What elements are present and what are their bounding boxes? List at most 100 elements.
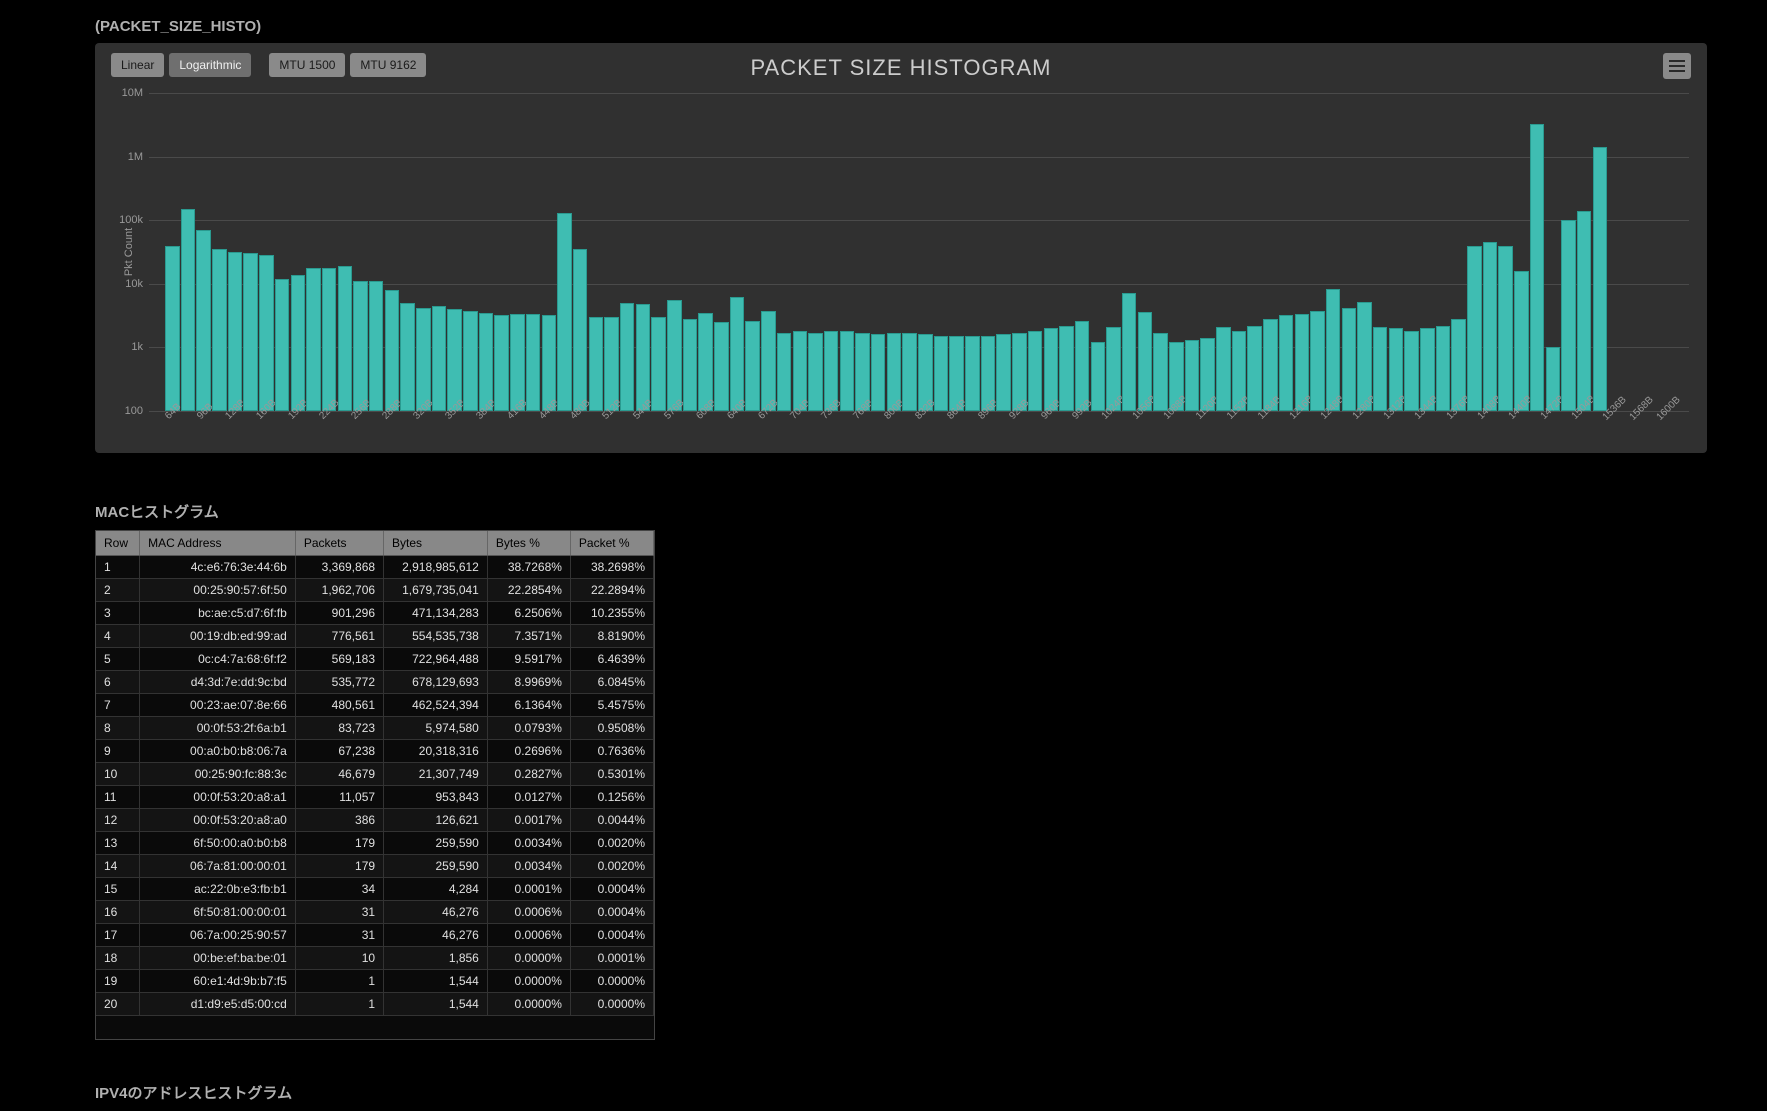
histogram-bar[interactable]: 288B — [385, 290, 400, 411]
histogram-bar[interactable]: 1408B — [1483, 242, 1498, 411]
histogram-bar[interactable] — [808, 333, 823, 411]
table-row[interactable]: 700:23:ae:07:8e:66480,561462,524,3946.13… — [96, 694, 654, 717]
histogram-bar[interactable] — [1247, 326, 1262, 411]
histogram-bar[interactable]: 1216B — [1295, 314, 1310, 411]
table-row[interactable]: 1100:0f:53:20:a8:a111,057953,8430.0127%0… — [96, 786, 654, 809]
histogram-bar[interactable] — [1436, 326, 1451, 411]
histogram-bar[interactable]: 640B — [730, 297, 745, 411]
table-row[interactable]: 1960:e1:4d:9b:b7:f511,5440.0000%0.0000% — [96, 970, 654, 993]
histogram-bar[interactable]: 544B — [636, 304, 651, 411]
mac-table-scroll[interactable]: RowMAC AddressPacketsBytesBytes %Packet … — [95, 530, 655, 1040]
histogram-bar[interactable]: 352B — [447, 309, 462, 411]
histogram-bar[interactable] — [1153, 333, 1168, 411]
table-header[interactable]: Packets — [295, 531, 383, 556]
histogram-bar[interactable] — [1059, 326, 1074, 411]
histogram-bar[interactable] — [526, 314, 541, 411]
table-row[interactable]: 50c:c4:7a:68:6f:f2569,183722,964,4889.59… — [96, 648, 654, 671]
histogram-bar[interactable] — [996, 334, 1011, 411]
table-row[interactable]: 15ac:22:0b:e3:fb:b1344,2840.0001%0.0004% — [96, 878, 654, 901]
table-header[interactable]: Packet % — [570, 531, 653, 556]
histogram-bar[interactable]: 896B — [981, 336, 996, 411]
table-row[interactable]: 900:a0:b0:b8:06:7a67,23820,318,3160.2696… — [96, 740, 654, 763]
table-row[interactable]: 14c:e6:76:3e:44:6b3,369,8682,918,985,612… — [96, 556, 654, 579]
table-row[interactable]: 136f:50:00:a0:b0:b8179259,5900.0034%0.00… — [96, 832, 654, 855]
histogram-bar[interactable] — [400, 303, 415, 411]
histogram-bar[interactable] — [1467, 246, 1482, 411]
histogram-bar[interactable] — [934, 336, 949, 411]
histogram-bar[interactable]: 192B — [291, 275, 306, 411]
histogram-bar[interactable] — [432, 306, 447, 411]
histogram-bar[interactable]: 1024B — [1106, 327, 1121, 411]
histogram-bar[interactable] — [589, 317, 604, 411]
histogram-bar[interactable]: 1056B — [1138, 312, 1153, 411]
histogram-bar[interactable]: 800B — [887, 333, 902, 411]
table-row[interactable]: 1800:be:ef:ba:be:01101,8560.0000%0.0001% — [96, 947, 654, 970]
mtu-9162-button[interactable]: MTU 9162 — [350, 53, 426, 77]
histogram-bar[interactable]: 1184B — [1263, 319, 1278, 411]
histogram-bar[interactable] — [557, 213, 572, 411]
histogram-bar[interactable]: 928B — [1012, 333, 1027, 411]
table-row[interactable]: 1200:0f:53:20:a8:a0386126,6210.0017%0.00… — [96, 809, 654, 832]
table-row[interactable]: 6d4:3d:7e:dd:9c:bd535,772678,129,6938.99… — [96, 671, 654, 694]
histogram-bar[interactable] — [840, 331, 855, 411]
histogram-bar[interactable] — [1373, 327, 1388, 411]
histogram-bar[interactable]: 768B — [855, 333, 870, 411]
histogram-bar[interactable]: 672B — [761, 311, 776, 411]
histogram-bar[interactable] — [1342, 308, 1357, 411]
table-row[interactable]: 1000:25:90:fc:88:3c46,67921,307,7490.282… — [96, 763, 654, 786]
histogram-bar[interactable] — [1216, 327, 1231, 411]
histogram-bar[interactable]: 320B — [416, 308, 431, 411]
histogram-bar[interactable] — [871, 334, 886, 411]
histogram-bar[interactable]: 960B — [1044, 328, 1059, 411]
histogram-bar[interactable]: 1376B — [1451, 319, 1466, 411]
histogram-bar[interactable]: 704B — [793, 331, 808, 411]
histogram-bar[interactable] — [369, 281, 384, 411]
histogram-bar[interactable]: 1088B — [1169, 342, 1184, 411]
histogram-bar[interactable] — [714, 322, 729, 411]
histogram-bar[interactable] — [1122, 293, 1137, 411]
histogram-bar[interactable]: 576B — [667, 300, 682, 411]
histogram-bar[interactable]: 64B — [165, 246, 180, 411]
histogram-bar[interactable] — [902, 333, 917, 411]
table-header[interactable]: Bytes — [384, 531, 488, 556]
histogram-bar[interactable] — [965, 336, 980, 411]
table-row[interactable]: 20d1:d9:e5:d5:00:cd11,5440.0000%0.0000% — [96, 993, 654, 1016]
table-row[interactable]: 166f:50:81:00:00:013146,2760.0006%0.0004… — [96, 901, 654, 924]
histogram-bar[interactable]: 1248B — [1326, 289, 1341, 411]
table-header[interactable]: Row — [96, 531, 140, 556]
histogram-bar[interactable]: 224B — [322, 268, 337, 411]
histogram-bar[interactable] — [338, 266, 353, 411]
histogram-bar[interactable] — [683, 319, 698, 411]
table-row[interactable]: 400:19:db:ed:99:ad776,561554,535,7387.35… — [96, 625, 654, 648]
histogram-bar[interactable]: 1120B — [1200, 338, 1215, 411]
histogram-bar[interactable] — [212, 249, 227, 411]
histogram-bar[interactable]: 96B — [196, 230, 211, 411]
histogram-bar[interactable]: 448B — [542, 315, 557, 411]
histogram-bar[interactable] — [1279, 315, 1294, 411]
linear-button[interactable]: Linear — [111, 53, 164, 77]
histogram-bar[interactable] — [745, 321, 760, 411]
histogram-bar[interactable] — [1561, 220, 1576, 411]
histogram-bar[interactable] — [777, 333, 792, 411]
histogram-bar[interactable] — [181, 209, 196, 411]
histogram-bar[interactable]: 128B — [228, 252, 243, 411]
histogram-bar[interactable] — [1530, 124, 1545, 411]
histogram-bar[interactable]: 608B — [698, 313, 713, 411]
histogram-bar[interactable] — [1091, 342, 1106, 411]
histogram-bar[interactable]: 832B — [918, 334, 933, 411]
histogram-bar[interactable]: 256B — [353, 281, 368, 411]
histogram-bar[interactable]: 480B — [573, 249, 588, 411]
histogram-bar[interactable] — [1310, 311, 1325, 411]
histogram-bar[interactable] — [1593, 147, 1608, 411]
histogram-bar[interactable]: 1152B — [1232, 331, 1247, 411]
histogram-bar[interactable] — [1185, 340, 1200, 411]
histogram-bar[interactable] — [275, 279, 290, 411]
table-row[interactable]: 1706:7a:00:25:90:573146,2760.0006%0.0004… — [96, 924, 654, 947]
histogram-bar[interactable]: 1312B — [1389, 328, 1404, 411]
chart-menu-icon[interactable] — [1663, 53, 1691, 79]
histogram-bar[interactable] — [1028, 331, 1043, 411]
histogram-bar[interactable] — [306, 268, 321, 411]
histogram-bar[interactable]: 1472B — [1546, 347, 1561, 411]
histogram-bar[interactable]: 736B — [824, 331, 839, 411]
histogram-bar[interactable] — [463, 311, 478, 411]
